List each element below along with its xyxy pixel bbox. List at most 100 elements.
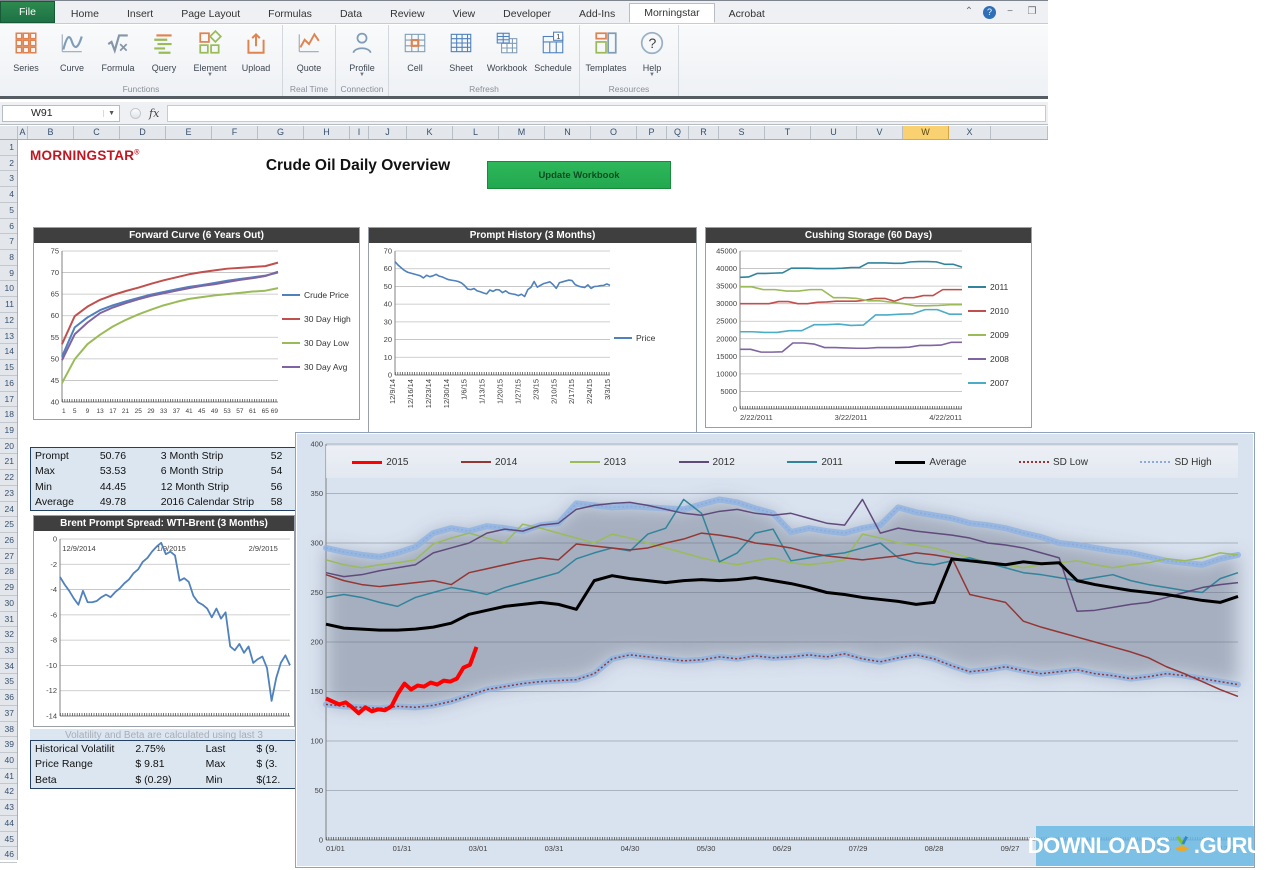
- row-header-20[interactable]: 20: [0, 439, 17, 455]
- row-header-21[interactable]: 21: [0, 454, 17, 471]
- row-header-36[interactable]: 36: [0, 690, 17, 706]
- row-header-28[interactable]: 28: [0, 564, 17, 581]
- templates-button[interactable]: Templates: [584, 27, 628, 73]
- column-header-G[interactable]: G: [258, 126, 304, 139]
- help-button[interactable]: ? Help ▼: [630, 27, 674, 78]
- tab-add-ins[interactable]: Add-Ins: [579, 8, 616, 20]
- update-workbook-button[interactable]: Update Workbook: [487, 161, 671, 189]
- column-header-J[interactable]: J: [369, 126, 407, 139]
- row-header-43[interactable]: 43: [0, 800, 17, 816]
- tab-file[interactable]: File: [0, 1, 55, 23]
- column-header-E[interactable]: E: [166, 126, 212, 139]
- tab-review[interactable]: Review: [390, 8, 425, 20]
- row-header-34[interactable]: 34: [0, 659, 17, 675]
- row-header-39[interactable]: 39: [0, 737, 17, 754]
- workbook-button[interactable]: Workbook: [485, 27, 529, 73]
- column-header-U[interactable]: U: [811, 126, 857, 139]
- element-button[interactable]: Element ▼: [188, 27, 232, 78]
- column-header-N[interactable]: N: [545, 126, 591, 139]
- profile-button[interactable]: Profile ▼: [340, 27, 384, 78]
- row-header-26[interactable]: 26: [0, 533, 17, 549]
- ribbon-collapse-icon[interactable]: ⌃: [964, 6, 974, 17]
- tab-page-layout[interactable]: Page Layout: [181, 8, 241, 20]
- row-header-35[interactable]: 35: [0, 674, 17, 691]
- column-header-I[interactable]: I: [350, 126, 369, 139]
- tab-data[interactable]: Data: [339, 8, 363, 20]
- row-header-16[interactable]: 16: [0, 376, 17, 392]
- column-header-M[interactable]: M: [499, 126, 545, 139]
- row-header-31[interactable]: 31: [0, 612, 17, 628]
- row-header-1[interactable]: 1: [0, 140, 17, 156]
- row-header-42[interactable]: 42: [0, 784, 17, 801]
- row-header-7[interactable]: 7: [0, 234, 17, 251]
- sheet-button[interactable]: Sheet: [439, 27, 483, 73]
- series-button[interactable]: Series: [4, 27, 48, 73]
- row-header-46[interactable]: 46: [0, 847, 17, 864]
- row-header-19[interactable]: 19: [0, 423, 17, 439]
- row-header-2[interactable]: 2: [0, 156, 17, 172]
- schedule-button[interactable]: 1 Schedule: [534, 31, 572, 73]
- row-header-33[interactable]: 33: [0, 643, 17, 659]
- help-icon[interactable]: ?: [983, 5, 996, 19]
- row-header-18[interactable]: 18: [0, 407, 17, 423]
- column-header-L[interactable]: L: [453, 126, 499, 139]
- column-header-A[interactable]: A: [18, 126, 28, 139]
- row-header-5[interactable]: 5: [0, 203, 17, 219]
- row-header-9[interactable]: 9: [0, 266, 17, 282]
- select-all-corner[interactable]: [0, 126, 18, 139]
- row-header-10[interactable]: 10: [0, 281, 17, 298]
- column-header-D[interactable]: D: [120, 126, 166, 139]
- row-header-6[interactable]: 6: [0, 219, 17, 235]
- column-header-V[interactable]: V: [857, 126, 903, 139]
- row-header-15[interactable]: 15: [0, 360, 17, 376]
- column-header-C[interactable]: C: [74, 126, 120, 139]
- row-header-30[interactable]: 30: [0, 596, 17, 612]
- row-header-41[interactable]: 41: [0, 769, 17, 785]
- column-header-O[interactable]: O: [591, 126, 637, 139]
- row-header-25[interactable]: 25: [0, 517, 17, 533]
- row-header-3[interactable]: 3: [0, 171, 17, 188]
- row-header-12[interactable]: 12: [0, 313, 17, 329]
- column-header-P[interactable]: P: [637, 126, 667, 139]
- row-header-27[interactable]: 27: [0, 549, 17, 565]
- column-header-W[interactable]: W: [903, 126, 949, 139]
- query-button[interactable]: Query: [142, 27, 186, 73]
- row-header-45[interactable]: 45: [0, 832, 17, 848]
- column-header-R[interactable]: R: [689, 126, 719, 139]
- tab-formulas[interactable]: Formulas: [268, 8, 312, 20]
- row-header-44[interactable]: 44: [0, 816, 17, 832]
- row-header-17[interactable]: 17: [0, 392, 17, 408]
- quote-button[interactable]: Quote: [287, 27, 331, 73]
- row-header-32[interactable]: 32: [0, 627, 17, 643]
- row-header-24[interactable]: 24: [0, 502, 17, 518]
- formula-button[interactable]: Formula: [96, 27, 140, 73]
- row-header-11[interactable]: 11: [0, 297, 17, 313]
- column-header-S[interactable]: S: [719, 126, 765, 139]
- tab-home[interactable]: Home: [70, 8, 99, 20]
- row-header-4[interactable]: 4: [0, 187, 17, 203]
- column-header-K[interactable]: K: [407, 126, 453, 139]
- column-header-B[interactable]: B: [28, 126, 74, 139]
- column-header-X[interactable]: X: [949, 126, 991, 139]
- formula-input[interactable]: [167, 104, 1046, 122]
- row-header-29[interactable]: 29: [0, 580, 17, 596]
- formula-options-icon[interactable]: [130, 107, 141, 119]
- row-header-23[interactable]: 23: [0, 486, 17, 502]
- upload-button[interactable]: Upload: [234, 27, 278, 73]
- cell-button[interactable]: Cell: [393, 27, 437, 73]
- row-header-22[interactable]: 22: [0, 470, 17, 486]
- tab-view[interactable]: View: [452, 8, 476, 20]
- tab-morningstar[interactable]: Morningstar: [629, 3, 715, 23]
- row-header-40[interactable]: 40: [0, 753, 17, 769]
- column-header-H[interactable]: H: [304, 126, 350, 139]
- fx-icon[interactable]: fx: [149, 106, 160, 120]
- row-header-8[interactable]: 8: [0, 250, 17, 266]
- column-header-F[interactable]: F: [212, 126, 258, 139]
- row-header-37[interactable]: 37: [0, 706, 17, 722]
- tab-acrobat[interactable]: Acrobat: [728, 8, 765, 20]
- restore-icon[interactable]: ❐: [1027, 6, 1037, 17]
- name-box[interactable]: W91 ▼: [2, 104, 120, 122]
- row-header-13[interactable]: 13: [0, 329, 17, 345]
- column-header-T[interactable]: T: [765, 126, 811, 139]
- curve-button[interactable]: Curve: [50, 27, 94, 73]
